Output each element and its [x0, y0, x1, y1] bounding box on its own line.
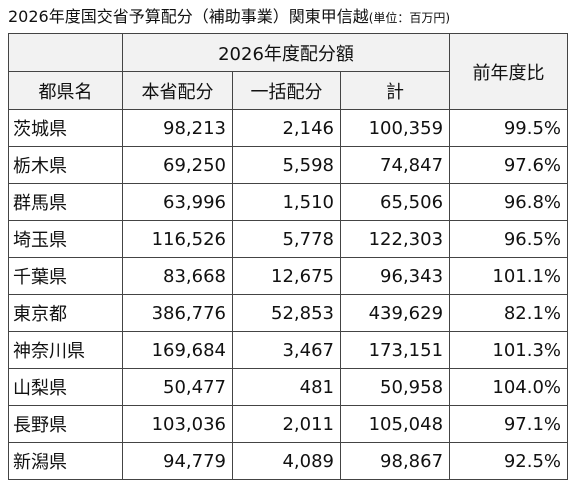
unit: (単位：百万円): [368, 11, 451, 25]
prefecture-cell: 埼玉県: [8, 220, 123, 258]
table-row: 栃木県 69,250 5,598 74,847 97.6%: [8, 146, 569, 184]
value-cell: 50,958: [339, 368, 451, 406]
table-row: 茨城県 98,213 2,146 100,359 99.5%: [8, 109, 569, 147]
allocation-table: 2026年度配分額 前年度比 都県名 本省配分 一括配分 計 茨城県 98,213…: [8, 33, 569, 480]
value-cell: 1,510: [232, 183, 341, 221]
prefecture-cell: 茨城県: [8, 109, 123, 147]
value-cell: 5,778: [232, 220, 341, 258]
value-cell: 97.6%: [449, 146, 569, 184]
value-cell: 96.5%: [449, 220, 569, 258]
value-cell: 122,303: [339, 220, 451, 258]
value-cell: 69,250: [122, 146, 233, 184]
prefecture-cell: 新潟県: [8, 442, 123, 480]
value-cell: 481: [232, 368, 341, 406]
value-cell: 103,036: [122, 405, 233, 443]
table-row: 長野県 103,036 2,011 105,048 97.1%: [8, 405, 569, 443]
prefecture-cell: 千葉県: [8, 257, 123, 295]
value-cell: 116,526: [122, 220, 233, 258]
prefecture-cell: 東京都: [8, 294, 123, 332]
value-cell: 92.5%: [449, 442, 569, 480]
value-cell: 2,011: [232, 405, 341, 443]
value-cell: 97.1%: [449, 405, 569, 443]
header-cell: 都県名: [8, 71, 123, 110]
value-cell: 105,048: [339, 405, 451, 443]
value-cell: 52,853: [232, 294, 341, 332]
value-cell: 101.1%: [449, 257, 569, 295]
value-cell: 50,477: [122, 368, 233, 406]
prefecture-cell: 群馬県: [8, 183, 123, 221]
table-row: 千葉県 83,668 12,675 96,343 101.1%: [8, 257, 569, 295]
value-cell: 439,629: [339, 294, 451, 332]
table-row: 群馬県 63,996 1,510 65,506 96.8%: [8, 183, 569, 221]
table-row: 神奈川県 169,684 3,467 173,151 101.3%: [8, 331, 569, 369]
value-cell: 94,779: [122, 442, 233, 480]
value-cell: 82.1%: [449, 294, 569, 332]
value-cell: 386,776: [122, 294, 233, 332]
value-cell: 63,996: [122, 183, 233, 221]
value-cell: 98,213: [122, 109, 233, 147]
header-cell: [8, 33, 123, 72]
value-cell: 4,089: [232, 442, 341, 480]
header-row: 都県名 本省配分 一括配分 計: [8, 71, 568, 110]
header-cell: 一括配分: [232, 71, 341, 110]
value-cell: 96,343: [339, 257, 451, 295]
value-cell: 74,847: [339, 146, 451, 184]
value-cell: 83,668: [122, 257, 233, 295]
table-row: 山梨県 50,477 481 50,958 104.0%: [8, 368, 569, 406]
value-cell: 98,867: [339, 442, 451, 480]
header-row: 2026年度配分額 前年度比: [8, 33, 569, 110]
value-cell: 2,146: [232, 109, 341, 147]
value-cell: 96.8%: [449, 183, 569, 221]
table-row: 埼玉県 116,526 5,778 122,303 96.5%: [8, 220, 569, 258]
prefecture-cell: 長野県: [8, 405, 123, 443]
header-cell: 計: [339, 71, 451, 110]
header-cell: 本省配分: [122, 71, 233, 110]
table-row: 東京都 386,776 52,853 439,629 82.1%: [8, 294, 569, 332]
value-cell: 101.3%: [449, 331, 569, 369]
table-head: 2026年度配分額 前年度比 都県名 本省配分 一括配分 計: [8, 33, 569, 110]
value-cell: 99.5%: [449, 109, 569, 147]
table-body: 茨城県 98,213 2,146 100,359 99.5% 栃木県 69,250 5,598…: [8, 109, 569, 480]
table-row: 新潟県 94,779 4,089 98,867 92.5%: [8, 442, 569, 480]
title: 2026年度国交省予算配分（補助事業）関東甲信越(単位：百万円): [8, 5, 568, 29]
title-text: 2026年度国交省予算配分（補助事業）関東甲信越: [8, 7, 369, 26]
prefecture-cell: 神奈川県: [8, 331, 123, 369]
value-cell: 104.0%: [449, 368, 569, 406]
prefecture-cell: 栃木県: [8, 146, 123, 184]
group-header: 2026年度配分額: [121, 33, 451, 72]
value-cell: 169,684: [122, 331, 233, 369]
value-cell: 12,675: [232, 257, 341, 295]
value-cell: 173,151: [339, 331, 451, 369]
header-cell: 前年度比: [449, 33, 569, 110]
value-cell: 5,598: [232, 146, 341, 184]
value-cell: 100,359: [339, 109, 451, 147]
value-cell: 3,467: [232, 331, 341, 369]
value-cell: 65,506: [339, 183, 451, 221]
prefecture-cell: 山梨県: [8, 368, 123, 406]
